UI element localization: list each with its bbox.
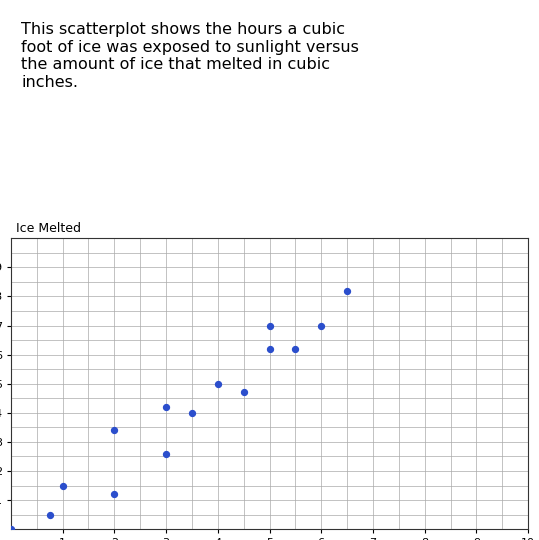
Point [343,286,351,295]
Point [162,403,170,411]
Point [317,321,326,330]
Point [239,388,248,397]
Point [110,426,119,435]
Text: Ice Melted: Ice Melted [16,222,81,235]
Point [265,321,274,330]
Point [213,380,222,388]
Text: This scatterplot shows the hours a cubic
foot of ice was exposed to sunlight ver: This scatterplot shows the hours a cubic… [21,23,359,90]
Point [6,525,15,534]
Point [188,408,196,417]
Point [291,345,300,353]
Point [58,481,67,490]
Point [110,490,119,498]
Point [162,449,170,458]
Point [265,345,274,353]
Point [45,510,54,519]
